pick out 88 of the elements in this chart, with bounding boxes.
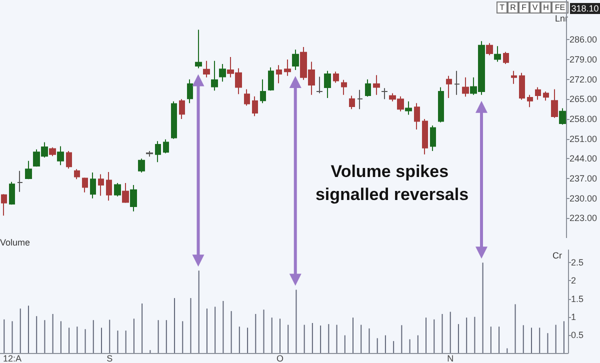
y-tick-label: 0.5: [571, 330, 584, 340]
candlestick: [57, 146, 64, 166]
y-tick-label: 244.00: [569, 154, 598, 164]
candlestick: [66, 150, 72, 170]
candlestick: [49, 146, 56, 157]
candlestick: [98, 174, 104, 196]
candlestick: [503, 51, 509, 65]
candlestick: [284, 59, 291, 76]
y-tick-label: 265.00: [569, 94, 598, 104]
candlestick: [146, 150, 153, 158]
candlestick: [171, 100, 177, 140]
x-tick-label: N: [447, 354, 454, 363]
candlestick: [454, 70, 460, 96]
candlestick: [333, 71, 339, 84]
candlestick: [430, 125, 436, 152]
chart-title: Volume: [0, 238, 30, 248]
candlestick: [365, 78, 371, 98]
annotation: Volume spikes signalled reversals: [315, 162, 469, 204]
candlestick: [163, 138, 169, 154]
y-tick-label: 237.00: [569, 174, 598, 184]
candlestick: [268, 66, 274, 92]
candlestick: [122, 182, 129, 204]
candlestick: [252, 96, 258, 117]
annotation: F: [522, 3, 527, 12]
candlestick: [276, 64, 282, 84]
annotation: FE: [554, 3, 566, 12]
candlestick: [486, 42, 493, 56]
candlestick: [535, 86, 541, 100]
candlestick: [422, 118, 428, 155]
candlestick: [17, 170, 23, 192]
candlestick: [511, 70, 517, 84]
candlestick: [414, 102, 420, 130]
candlestick: [519, 72, 525, 100]
candlestick: [381, 88, 388, 100]
candlestick: [219, 64, 226, 82]
candlestick: [195, 29, 202, 69]
annotation: R: [510, 3, 516, 12]
candlestick: [349, 95, 355, 110]
candlestick: [179, 98, 185, 120]
y-axis-title: Cr: [552, 250, 562, 260]
candlestick: [341, 79, 347, 96]
candlestick: [551, 88, 558, 118]
candlestick: [211, 60, 218, 92]
annotation: T: [500, 3, 505, 12]
candlestick: [494, 46, 501, 62]
x-tick-label: O: [276, 354, 284, 363]
candlestick: [373, 74, 380, 96]
candlestick: [106, 171, 112, 202]
candlestick: [244, 88, 250, 106]
x-tick-label: 12:A: [3, 354, 22, 363]
candlestick: [1, 194, 7, 216]
y-tick-label: 2: [571, 276, 576, 286]
candlestick: [9, 181, 15, 206]
y-tick-label: 251.00: [569, 134, 598, 144]
y-tick-label: 1: [571, 312, 576, 322]
annotation: H: [543, 3, 550, 12]
candlestick: [438, 86, 444, 123]
candlestick: [357, 89, 363, 110]
y-tick-label: 223.00: [569, 213, 598, 224]
candlestick: [130, 184, 137, 212]
candlestick: [82, 177, 88, 193]
candlestick: [462, 76, 469, 98]
y-tick-label: 2.5: [571, 258, 584, 268]
candlestick: [203, 60, 210, 78]
y-tick-label: 230.00: [569, 193, 598, 204]
candlestick: [527, 94, 533, 108]
y-tick-label: 1.5: [571, 294, 584, 304]
annotation: V: [532, 3, 538, 12]
candlestick: [90, 172, 96, 199]
candlestick: [543, 91, 549, 102]
candlestick: [260, 78, 266, 104]
candlestick: [155, 140, 161, 163]
y-tick-label: 272.00: [569, 74, 598, 84]
candlestick: [138, 158, 145, 174]
candlestick: [324, 70, 331, 99]
y-tick-label: 279.00: [569, 54, 598, 64]
text: 318.10: [571, 4, 599, 14]
candlestick: [316, 76, 323, 94]
candlestick: [405, 100, 412, 116]
candlestick: [25, 160, 32, 180]
candlestick: [114, 182, 121, 197]
candlestick: [292, 49, 299, 70]
y-tick-label: 286.00: [569, 34, 598, 45]
y-tick-label: 258.00: [569, 114, 598, 124]
candlestick: [74, 168, 80, 180]
candlestick: [187, 78, 193, 104]
x-tick-label: S: [106, 354, 113, 363]
candlestick: [446, 75, 452, 99]
